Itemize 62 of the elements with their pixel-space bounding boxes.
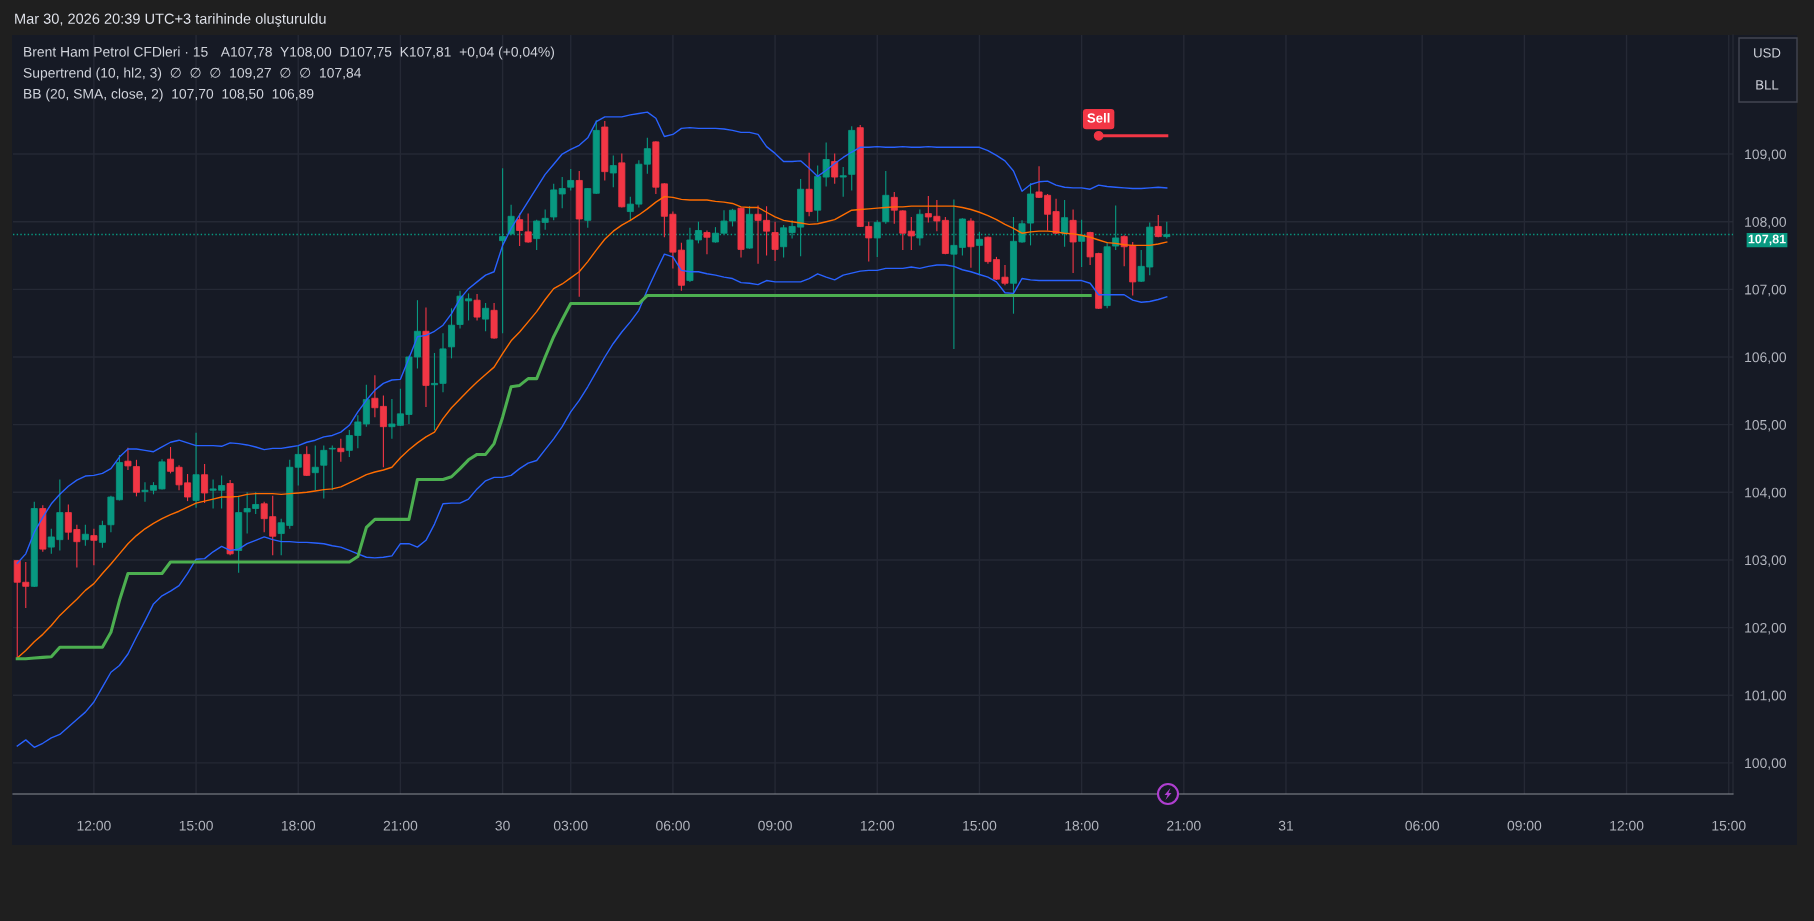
x-tick-label: 31 <box>1278 820 1294 831</box>
x-tick-label: 21:00 <box>1167 820 1201 831</box>
candlestick <box>516 213 524 247</box>
annotation: A107,78 Y108,00 D107,75 K107,81 +0,04 (+0,04%) <box>220 46 554 60</box>
line-series <box>16 195 1168 659</box>
candlestick <box>771 221 779 262</box>
candlestick <box>609 154 617 188</box>
y-tick-label: 106,00 <box>1745 352 1787 364</box>
y-tick-label: 104,00 <box>1745 487 1787 500</box>
y-tick-label: 108,00 <box>1745 217 1787 229</box>
candlestick <box>567 168 575 192</box>
x-tick-label: 09:00 <box>1507 820 1542 831</box>
candlestick <box>303 445 311 477</box>
x-tick-label: 12:00 <box>1610 820 1644 831</box>
line-series <box>15 293 1092 661</box>
candlestick <box>839 166 847 198</box>
x-tick-label: 15:00 <box>963 820 997 831</box>
candlestick <box>337 438 345 463</box>
text: Mar 30, 2026 20:39 UTC+3 tarihinde oluşturuldu <box>15 13 326 27</box>
candlestick <box>482 302 490 332</box>
x-tick-label: 06:00 <box>656 820 690 831</box>
candlestick <box>1069 208 1077 274</box>
candlestick <box>81 524 89 547</box>
x-tick-label: 15:00 <box>179 820 213 831</box>
annotation: BB (20, SMA, close, 2) 107,70 108,50 106,89 <box>24 88 314 102</box>
candlestick <box>524 213 532 244</box>
y-tick-label: 101,00 <box>1745 690 1787 703</box>
x-tick-label: 18:00 <box>281 820 316 831</box>
candlestick <box>98 520 106 549</box>
annotation: Supertrend (10, hl2, 3) ∅ ∅ ∅ 109,27 ∅ ∅ 107,84 <box>23 67 362 81</box>
x-tick-label: 03:00 <box>553 820 588 831</box>
candlestick <box>473 293 481 322</box>
candlestick <box>294 445 302 487</box>
x-tick-label: 15:00 <box>1712 820 1746 831</box>
y-tick-label: 107,00 <box>1745 284 1787 297</box>
x-tick-label: 12:00 <box>860 820 895 831</box>
y-tick-label: 109,00 <box>1745 149 1787 161</box>
line-series <box>16 253 1168 749</box>
x-tick-label: 12:00 <box>77 820 111 831</box>
candlestick <box>448 307 455 359</box>
y-tick-label: 102,00 <box>1745 622 1787 635</box>
y-tick-label: 100,00 <box>1745 758 1787 770</box>
candlestick <box>311 445 319 491</box>
candlestick <box>328 445 336 491</box>
text: BLL <box>1756 80 1779 90</box>
x-tick-label: 30 <box>495 820 510 831</box>
candlestick <box>90 528 98 566</box>
x-tick-label: 09:00 <box>758 820 792 831</box>
candlestick <box>703 229 711 255</box>
y-tick-label: 105,00 <box>1745 419 1787 432</box>
candlestick <box>201 463 209 504</box>
x-tick-label: 06:00 <box>1405 820 1440 831</box>
candlestick <box>320 445 328 499</box>
x-tick-label: 18:00 <box>1065 820 1099 831</box>
candlestick <box>831 152 839 185</box>
annotation: Sell <box>1087 112 1110 123</box>
ref-line-label: 107,81 <box>1748 234 1786 246</box>
x-tick-label: 21:00 <box>383 820 418 831</box>
text: Brent Ham Petrol CFDleri · 15 <box>24 46 208 57</box>
text: USD <box>1754 48 1781 58</box>
candlestick <box>805 152 813 217</box>
y-tick-label: 103,00 <box>1745 555 1787 567</box>
